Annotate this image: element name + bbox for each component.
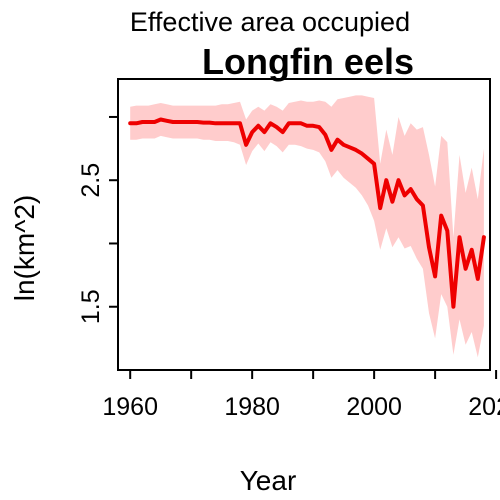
x-tick-label: 1960 [102,393,158,421]
x-axis-label: Year [240,465,297,496]
chart-title: Longfin eels [202,41,414,82]
confidence-band [130,95,484,357]
chart-subtitle: Effective area occupied [130,7,410,37]
y-tick-label: 2.5 [77,163,105,198]
x-tick-label: 2020 [468,393,500,421]
y-tick-label: 1.5 [77,289,105,324]
y-axis-label: ln(km^2) [9,195,40,301]
plot-area [130,95,484,357]
x-tick-label: 1980 [224,393,280,421]
x-tick-label: 2000 [346,393,402,421]
y-axis: 1.5 2.5 [77,117,118,324]
x-axis: 1960 1980 2000 2020 [102,370,500,421]
